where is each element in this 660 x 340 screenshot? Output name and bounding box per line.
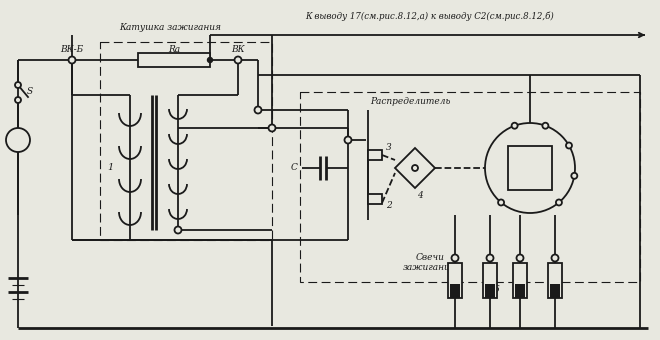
Circle shape xyxy=(517,255,523,261)
Bar xyxy=(368,150,382,160)
Bar xyxy=(100,42,272,240)
Text: К выводу 17(см.рис.8.12,а) к выводу С2(см.рис.8.12,б): К выводу 17(см.рис.8.12,а) к выводу С2(с… xyxy=(306,11,554,21)
Text: 3: 3 xyxy=(386,143,392,153)
Circle shape xyxy=(207,57,213,63)
Text: ВК-Б: ВК-Б xyxy=(60,46,84,54)
Circle shape xyxy=(552,255,558,261)
Circle shape xyxy=(543,123,548,129)
Circle shape xyxy=(345,136,352,143)
Circle shape xyxy=(6,128,30,152)
Circle shape xyxy=(512,123,517,129)
Bar xyxy=(368,194,382,204)
Circle shape xyxy=(566,142,572,149)
Circle shape xyxy=(234,56,242,64)
Text: С: С xyxy=(290,164,298,172)
Circle shape xyxy=(15,82,21,88)
Text: 6: 6 xyxy=(494,286,500,294)
Text: Распределитель: Распределитель xyxy=(370,98,450,106)
Bar xyxy=(483,263,497,298)
Circle shape xyxy=(69,56,75,64)
Circle shape xyxy=(486,255,494,261)
Text: 5: 5 xyxy=(543,169,549,177)
Bar xyxy=(550,284,560,298)
Bar xyxy=(485,284,495,298)
Bar xyxy=(548,263,562,298)
Text: Катушка зажигания: Катушка зажигания xyxy=(119,23,221,33)
Bar xyxy=(508,146,552,190)
Circle shape xyxy=(174,226,182,234)
Bar xyxy=(515,284,525,298)
Circle shape xyxy=(572,173,578,179)
Text: 1: 1 xyxy=(107,164,113,172)
Text: А: А xyxy=(15,136,21,144)
Text: зажигания: зажигания xyxy=(403,264,457,272)
Text: 2: 2 xyxy=(386,202,392,210)
Bar xyxy=(300,92,640,282)
Bar xyxy=(513,263,527,298)
Bar xyxy=(138,53,210,67)
Text: Свечи: Свечи xyxy=(416,254,444,262)
Text: ВК: ВК xyxy=(231,46,245,54)
Text: S: S xyxy=(27,86,33,96)
Circle shape xyxy=(255,106,261,114)
Polygon shape xyxy=(395,148,435,188)
Circle shape xyxy=(498,200,504,205)
Bar xyxy=(450,284,460,298)
Circle shape xyxy=(15,97,21,103)
Circle shape xyxy=(485,123,575,213)
Circle shape xyxy=(269,124,275,132)
Circle shape xyxy=(451,255,459,261)
Text: 4: 4 xyxy=(417,191,423,201)
Text: Rа: Rа xyxy=(168,46,180,54)
Circle shape xyxy=(412,165,418,171)
Bar xyxy=(448,263,462,298)
Circle shape xyxy=(556,200,562,205)
